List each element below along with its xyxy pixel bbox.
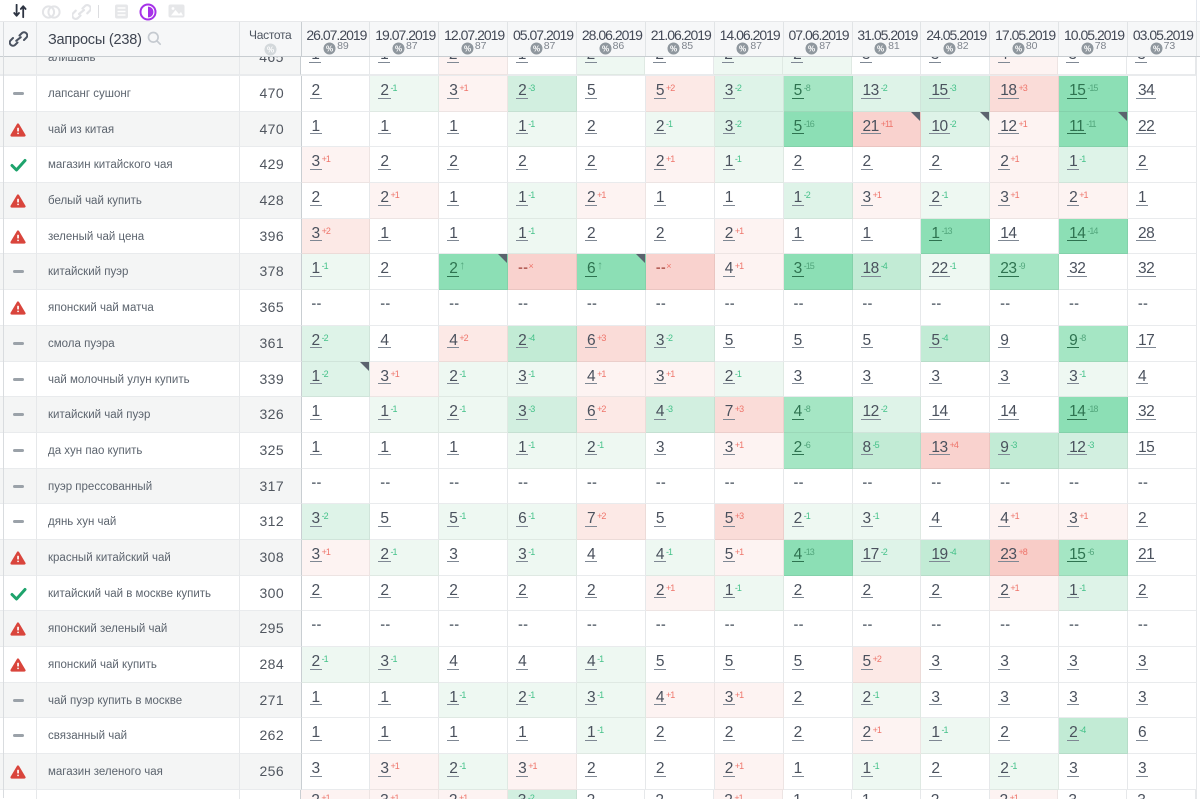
svg-text:%: % (1084, 44, 1091, 53)
svg-text:%: % (808, 44, 815, 53)
svg-text:%: % (946, 44, 953, 53)
svg-text:%: % (1153, 44, 1160, 53)
svg-text:%: % (533, 44, 540, 53)
svg-text:%: % (670, 44, 677, 53)
svg-text:%: % (1015, 44, 1022, 53)
svg-text:%: % (739, 44, 746, 53)
svg-text:%: % (395, 44, 402, 53)
svg-text:%: % (267, 45, 274, 54)
svg-text:%: % (602, 44, 609, 53)
svg-text:%: % (326, 44, 333, 53)
svg-text:%: % (877, 44, 884, 53)
svg-text:%: % (464, 44, 471, 53)
